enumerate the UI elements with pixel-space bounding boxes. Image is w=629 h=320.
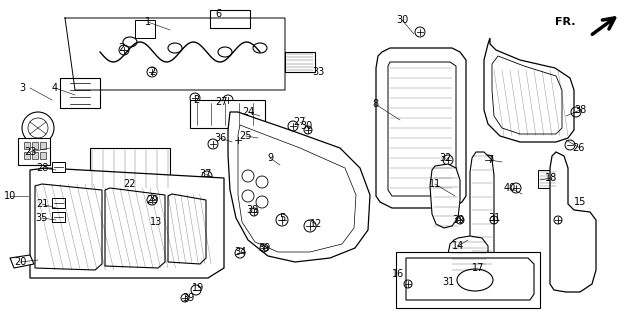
Text: 7: 7 bbox=[487, 155, 493, 165]
Text: 34: 34 bbox=[234, 247, 246, 257]
Polygon shape bbox=[60, 78, 100, 108]
Text: 5: 5 bbox=[279, 213, 285, 223]
Text: 2: 2 bbox=[149, 67, 155, 77]
Text: 39: 39 bbox=[452, 215, 464, 225]
Text: 23: 23 bbox=[24, 147, 36, 157]
Polygon shape bbox=[550, 152, 596, 292]
Text: 15: 15 bbox=[574, 197, 586, 207]
Ellipse shape bbox=[168, 43, 182, 53]
Text: 28: 28 bbox=[36, 163, 48, 173]
Polygon shape bbox=[52, 198, 65, 208]
Text: 29: 29 bbox=[146, 195, 158, 205]
Text: 11: 11 bbox=[429, 179, 441, 189]
Text: 27: 27 bbox=[294, 117, 306, 127]
Text: 3: 3 bbox=[19, 83, 25, 93]
Polygon shape bbox=[52, 162, 65, 172]
Text: 20: 20 bbox=[14, 257, 26, 267]
Text: 24: 24 bbox=[242, 107, 254, 117]
Text: 37: 37 bbox=[200, 169, 212, 179]
Text: 13: 13 bbox=[150, 217, 162, 227]
Text: 10: 10 bbox=[4, 191, 16, 201]
Bar bbox=[32, 142, 38, 149]
Text: 36: 36 bbox=[214, 133, 226, 143]
Polygon shape bbox=[406, 258, 534, 300]
Polygon shape bbox=[190, 100, 265, 128]
Bar bbox=[32, 152, 38, 159]
Polygon shape bbox=[90, 148, 170, 190]
Polygon shape bbox=[210, 10, 250, 28]
Text: 16: 16 bbox=[392, 269, 404, 279]
Text: 39: 39 bbox=[182, 293, 194, 303]
Ellipse shape bbox=[457, 269, 493, 291]
Text: 9: 9 bbox=[267, 153, 273, 163]
Polygon shape bbox=[105, 188, 165, 268]
Polygon shape bbox=[168, 194, 206, 264]
Text: 2: 2 bbox=[118, 43, 124, 53]
Text: 30: 30 bbox=[300, 121, 312, 131]
Polygon shape bbox=[10, 255, 34, 268]
Text: 32: 32 bbox=[440, 153, 452, 163]
Text: 19: 19 bbox=[192, 283, 204, 293]
Text: 30: 30 bbox=[396, 15, 408, 25]
Text: 17: 17 bbox=[472, 263, 484, 273]
Polygon shape bbox=[228, 112, 370, 262]
Polygon shape bbox=[538, 170, 558, 188]
Text: 21: 21 bbox=[36, 199, 48, 209]
Text: 31: 31 bbox=[442, 277, 454, 287]
Text: 6: 6 bbox=[215, 9, 221, 19]
Polygon shape bbox=[396, 252, 540, 308]
Text: 18: 18 bbox=[545, 173, 557, 183]
Text: 35: 35 bbox=[36, 213, 48, 223]
Text: 25: 25 bbox=[240, 131, 252, 141]
Polygon shape bbox=[470, 152, 494, 266]
Text: 40: 40 bbox=[504, 183, 516, 193]
Ellipse shape bbox=[253, 43, 267, 53]
Polygon shape bbox=[448, 236, 488, 272]
Polygon shape bbox=[18, 138, 50, 165]
Polygon shape bbox=[285, 52, 315, 72]
Polygon shape bbox=[484, 38, 574, 142]
Text: 1: 1 bbox=[145, 17, 151, 27]
Ellipse shape bbox=[123, 37, 137, 47]
Text: 26: 26 bbox=[572, 143, 584, 153]
Polygon shape bbox=[30, 168, 224, 278]
Bar bbox=[40, 142, 46, 149]
Bar bbox=[40, 152, 46, 159]
Text: 31: 31 bbox=[488, 213, 500, 223]
Text: 12: 12 bbox=[310, 219, 322, 229]
Text: 38: 38 bbox=[574, 105, 586, 115]
Polygon shape bbox=[52, 212, 65, 222]
Text: 14: 14 bbox=[452, 241, 464, 251]
Text: 39: 39 bbox=[258, 243, 270, 253]
Text: 2: 2 bbox=[193, 95, 199, 105]
Text: 22: 22 bbox=[124, 179, 136, 189]
Polygon shape bbox=[135, 20, 155, 38]
Polygon shape bbox=[35, 184, 102, 270]
Text: 27: 27 bbox=[216, 97, 228, 107]
Text: 39: 39 bbox=[246, 205, 258, 215]
Text: 4: 4 bbox=[52, 83, 58, 93]
Bar bbox=[24, 152, 30, 159]
Text: FR.: FR. bbox=[555, 17, 576, 27]
Polygon shape bbox=[430, 164, 460, 228]
Bar bbox=[24, 142, 30, 149]
Polygon shape bbox=[376, 48, 466, 208]
Text: 8: 8 bbox=[372, 99, 378, 109]
Ellipse shape bbox=[218, 47, 232, 57]
Text: 33: 33 bbox=[312, 67, 324, 77]
